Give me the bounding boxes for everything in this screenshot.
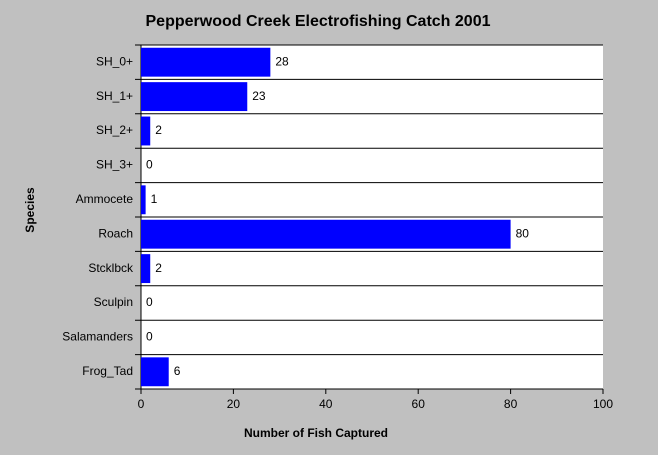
y-axis-label: Species xyxy=(23,187,37,233)
y-tick-label: SH_1+ xyxy=(96,89,133,103)
y-tick-label: Sculpin xyxy=(94,295,133,309)
value-label: 23 xyxy=(252,89,266,103)
x-tick-label: 80 xyxy=(504,397,518,411)
value-label: 2 xyxy=(155,261,162,275)
x-tick-label: 20 xyxy=(227,397,241,411)
bar xyxy=(141,254,151,284)
value-label: 2 xyxy=(155,123,162,137)
x-tick-label: 100 xyxy=(593,397,613,411)
bar xyxy=(141,116,151,146)
value-label: 1 xyxy=(151,192,158,206)
y-tick-label: SH_2+ xyxy=(96,123,133,137)
value-label: 0 xyxy=(146,330,153,344)
bar xyxy=(141,47,271,77)
chart-title: Pepperwood Creek Electrofishing Catch 20… xyxy=(146,13,491,30)
value-label: 6 xyxy=(174,364,181,378)
value-label: 0 xyxy=(146,158,153,172)
y-tick-label: Frog_Tad xyxy=(82,364,133,378)
y-tick-label: SH_0+ xyxy=(96,54,133,68)
bar xyxy=(141,357,169,387)
y-tick-label: Ammocete xyxy=(76,192,134,206)
value-label: 0 xyxy=(146,295,153,309)
bar xyxy=(141,82,248,112)
x-axis-label: Number of Fish Captured xyxy=(244,426,388,440)
y-tick-label: SH_3+ xyxy=(96,158,133,172)
x-tick-label: 60 xyxy=(412,397,426,411)
bar xyxy=(141,185,146,215)
y-tick-label: Stcklbck xyxy=(88,261,134,275)
x-tick-label: 0 xyxy=(138,397,145,411)
value-label: 80 xyxy=(516,226,530,240)
x-tick-label: 40 xyxy=(319,397,333,411)
y-tick-label: Roach xyxy=(98,226,133,240)
y-tick-label: Salamanders xyxy=(62,330,133,344)
value-label: 28 xyxy=(275,54,289,68)
bar xyxy=(141,219,511,249)
